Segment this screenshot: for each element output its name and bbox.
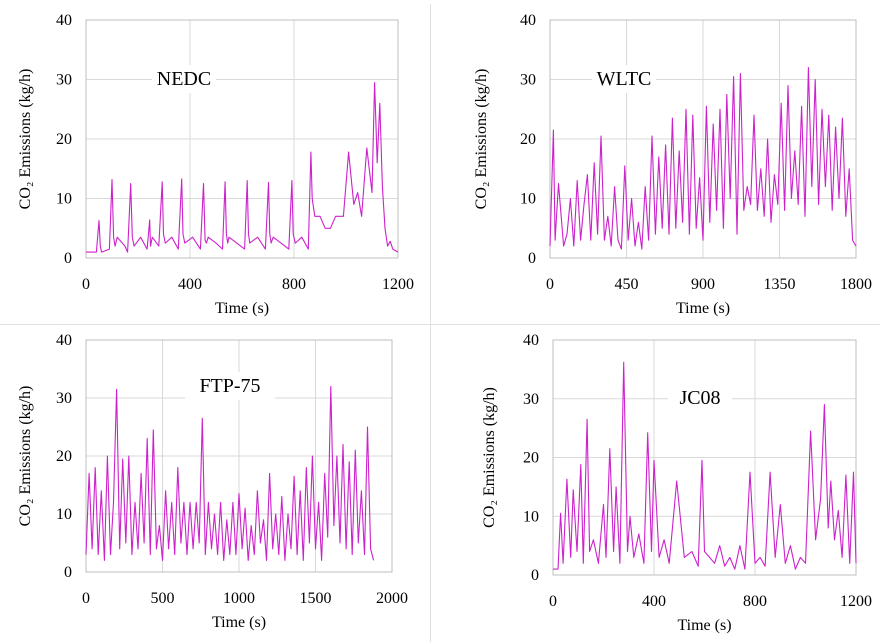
plot-area [85,339,393,573]
x-axis-title: Time (s) [212,614,266,631]
chart-ftp75: 0 10 20 30 40 0 500 1000 1500 2000 Time (s) CO₂ Emi… [17,332,408,631]
y-tick-label: 10 [56,191,72,208]
series-line [86,81,399,253]
y-axis-title: CO₂ Emissions (kg/h) [473,69,490,210]
y-tick-label: 30 [520,72,536,89]
x-tick-label: 0 [546,276,554,293]
x-tick-label: 1200 [382,276,414,293]
cycle-label-background [592,65,656,93]
x-tick-label: 1500 [300,590,332,607]
y-tick-label: 40 [520,12,536,29]
y-tick-label: 40 [56,332,72,349]
y-tick-label: 40 [56,12,72,29]
plot-area [549,19,857,259]
y-tick-label: 10 [520,191,536,208]
x-tick-label: 0 [82,276,90,293]
cycle-label: WLTC [597,68,652,90]
x-tick-label: 400 [178,276,202,293]
x-tick-label: 400 [642,593,666,610]
x-tick-label: 0 [549,593,557,610]
y-axis-title: CO₂ Emissions (kg/h) [17,69,34,210]
cycle-label-background [152,65,216,93]
x-tick-label: 450 [615,276,639,293]
x-tick-label: 1800 [840,276,872,293]
x-tick-label: 1350 [764,276,796,293]
x-tick-label: 800 [743,593,767,610]
x-tick-label: 1200 [840,593,872,610]
cycle-label-background [668,384,732,412]
y-tick-label: 0 [528,250,536,267]
chart-wltc: 0 10 20 30 40 0 450 900 1350 1800 Time (s) CO₂ Emis… [473,12,872,317]
y-tick-label: 40 [523,332,539,349]
vertical-divider [430,4,431,642]
series-line [85,385,375,561]
x-axis-title: Time (s) [215,300,269,317]
x-tick-label: 500 [151,590,175,607]
x-tick-label: 900 [691,276,715,293]
cycle-label-background [185,372,275,400]
x-tick-label: 2000 [376,590,408,607]
series-line [553,361,857,570]
x-tick-label: 1000 [223,590,255,607]
cycle-label: NEDC [157,68,211,90]
cycle-label: JC08 [679,387,720,409]
cycle-label: FTP-75 [199,375,260,397]
horizontal-divider [0,324,880,325]
y-tick-label: 20 [520,131,536,148]
plot-area [85,19,399,259]
y-tick-label: 0 [64,250,72,267]
y-tick-label: 10 [56,506,72,523]
y-axis-title: CO₂ Emissions (kg/h) [17,386,34,527]
y-tick-label: 0 [531,567,539,584]
y-tick-label: 20 [56,131,72,148]
plot-area [552,339,857,576]
x-axis-title: Time (s) [677,617,731,634]
x-tick-label: 0 [82,590,90,607]
y-tick-label: 30 [56,72,72,89]
x-axis-title: Time (s) [676,300,730,317]
y-tick-label: 10 [523,508,539,525]
y-tick-label: 0 [64,564,72,581]
series-line [549,67,857,250]
y-tick-label: 20 [56,448,72,465]
y-axis-title: CO₂ Emissions (kg/h) [481,387,498,528]
y-tick-label: 30 [56,390,72,407]
y-tick-label: 30 [523,391,539,408]
y-tick-label: 20 [523,450,539,467]
x-tick-label: 800 [282,276,306,293]
